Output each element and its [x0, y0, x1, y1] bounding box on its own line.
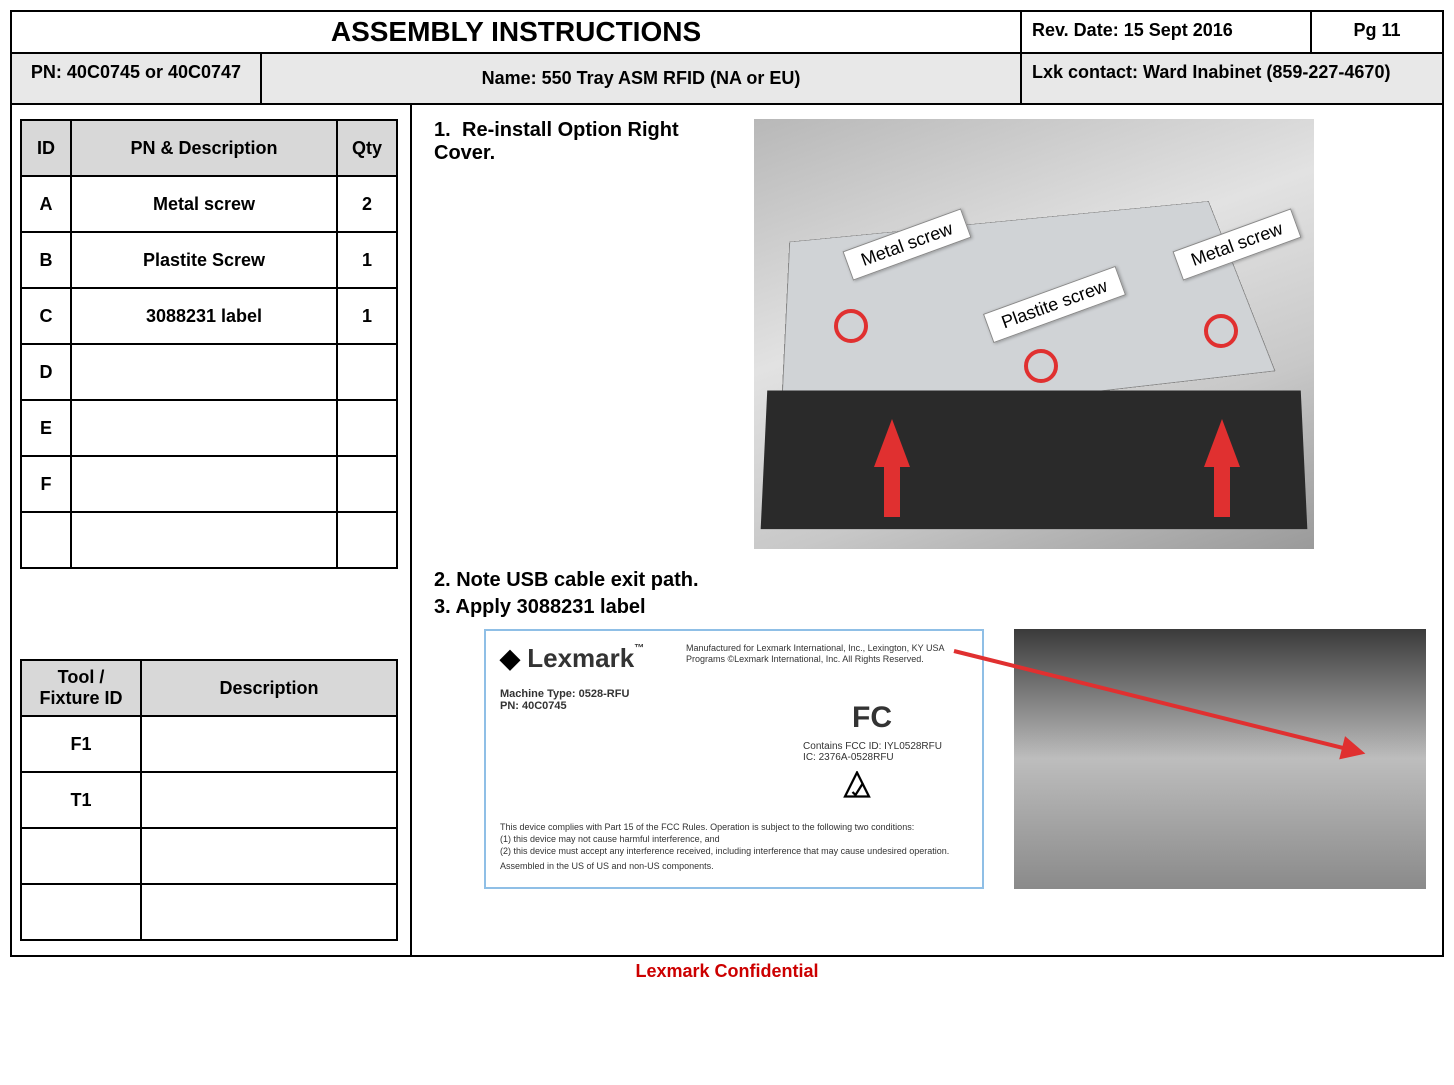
step-1: 1.Re-install Option Right Cover. — [434, 119, 714, 165]
page-frame: ASSEMBLY INSTRUCTIONS Rev. Date: 15 Sept… — [10, 10, 1444, 957]
table-row — [21, 884, 397, 940]
fcc-id: Contains FCC ID: IYL0528RFU IC: 2376A-05… — [803, 741, 942, 763]
right-column: 1.Re-install Option Right Cover. Metal s… — [412, 105, 1442, 955]
tools-table: Tool / Fixture ID Description F1 T1 — [20, 659, 398, 941]
steps-2-3: 2. Note USB cable exit path. 3. Apply 30… — [434, 569, 1426, 619]
up-arrow-icon — [1204, 419, 1240, 467]
header-row-2: PN: 40C0745 or 40C0747 Name: 550 Tray AS… — [12, 54, 1442, 105]
table-row: T1 — [21, 772, 397, 828]
step-1-block: 1.Re-install Option Right Cover. Metal s… — [434, 119, 1426, 549]
parts-th-desc: PN & Description — [71, 120, 337, 176]
table-row: F — [21, 456, 397, 512]
parts-th-id: ID — [21, 120, 71, 176]
assembly-name: Name: 550 Tray ASM RFID (NA or EU) — [262, 54, 1022, 103]
confidential-footer: Lexmark Confidential — [10, 957, 1444, 982]
rev-date: Rev. Date: 15 Sept 2016 — [1022, 12, 1312, 52]
table-row: E — [21, 400, 397, 456]
body: ID PN & Description Qty AMetal screw2 BP… — [12, 105, 1442, 955]
step-3: 3. Apply 3088231 label — [434, 596, 1426, 619]
tools-th-desc: Description — [141, 660, 397, 716]
part-number: PN: 40C0745 or 40C0747 — [12, 54, 262, 103]
fcc-logo-icon: FC — [852, 701, 892, 735]
label-pn: PN: 40C0745 — [500, 700, 968, 712]
assembly-photo-2 — [1014, 629, 1426, 889]
tools-th-id: Tool / Fixture ID — [21, 660, 141, 716]
header-row-1: ASSEMBLY INSTRUCTIONS Rev. Date: 15 Sept… — [12, 12, 1442, 54]
screw-marker-icon — [1204, 314, 1238, 348]
manufacturer-text: Manufactured for Lexmark International, … — [686, 643, 966, 665]
step-2-block: ◆ Lexmark™ Manufactured for Lexmark Inte… — [434, 629, 1426, 889]
step-2: 2. Note USB cable exit path. — [434, 569, 1426, 592]
contact: Lxk contact: Ward Inabinet (859-227-4670… — [1022, 54, 1442, 103]
screw-marker-icon — [834, 309, 868, 343]
table-row: BPlastite Screw1 — [21, 232, 397, 288]
assembly-photo-1: Metal screw Plastite screw Metal screw — [754, 119, 1314, 549]
up-arrow-icon — [874, 419, 910, 467]
parts-table: ID PN & Description Qty AMetal screw2 BP… — [20, 119, 398, 569]
left-column: ID PN & Description Qty AMetal screw2 BP… — [12, 105, 412, 955]
rcm-mark-icon — [842, 771, 872, 801]
table-row: D — [21, 344, 397, 400]
table-row: AMetal screw2 — [21, 176, 397, 232]
page-number: Pg 11 — [1312, 12, 1442, 52]
doc-title: ASSEMBLY INSTRUCTIONS — [12, 12, 1022, 52]
table-row — [21, 828, 397, 884]
compliance-label: ◆ Lexmark™ Manufactured for Lexmark Inte… — [484, 629, 984, 889]
machine-type: Machine Type: 0528-RFU — [500, 688, 968, 700]
table-row: F1 — [21, 716, 397, 772]
parts-th-qty: Qty — [337, 120, 397, 176]
table-row: C3088231 label1 — [21, 288, 397, 344]
fcc-statement: This device complies with Part 15 of the… — [500, 822, 968, 873]
screw-marker-icon — [1024, 349, 1058, 383]
table-row — [21, 512, 397, 568]
